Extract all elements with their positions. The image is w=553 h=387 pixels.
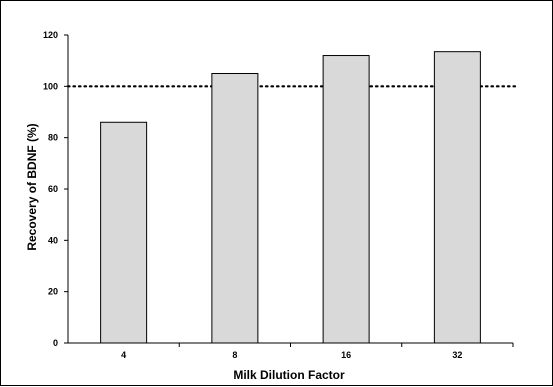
x-axis-ticks: 4 8 16 32 [121, 343, 514, 360]
y-tick-label: 120 [43, 30, 58, 40]
bar-16 [322, 55, 370, 344]
y-tick-label: 80 [48, 133, 58, 143]
bar-4 [100, 121, 148, 344]
bar-8 [211, 73, 259, 344]
y-tick-label: 40 [48, 235, 58, 245]
y-tick-label: 60 [48, 184, 58, 194]
x-tick-label: 8 [232, 350, 237, 360]
bar-32 [433, 51, 481, 344]
y-axis-title: Recovery of BDNF (%) [25, 123, 39, 250]
x-axis-title: Milk Dilution Factor [233, 368, 345, 382]
y-axis-ticks: 0 20 40 60 80 100 120 [43, 30, 68, 348]
x-tick-label: 4 [121, 350, 126, 360]
x-tick-label: 16 [341, 350, 351, 360]
y-tick-label: 100 [43, 81, 58, 91]
x-tick-label: 32 [452, 350, 462, 360]
y-tick-label: 20 [48, 287, 58, 297]
bars-group [100, 51, 481, 344]
y-tick-label: 0 [53, 338, 58, 348]
